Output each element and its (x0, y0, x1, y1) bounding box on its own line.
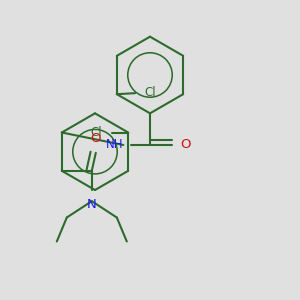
Text: NH: NH (106, 139, 123, 152)
Text: O: O (180, 139, 190, 152)
Text: O: O (91, 132, 101, 145)
Text: N: N (87, 197, 97, 211)
Text: Cl: Cl (145, 86, 156, 99)
Text: Cl: Cl (90, 126, 101, 139)
